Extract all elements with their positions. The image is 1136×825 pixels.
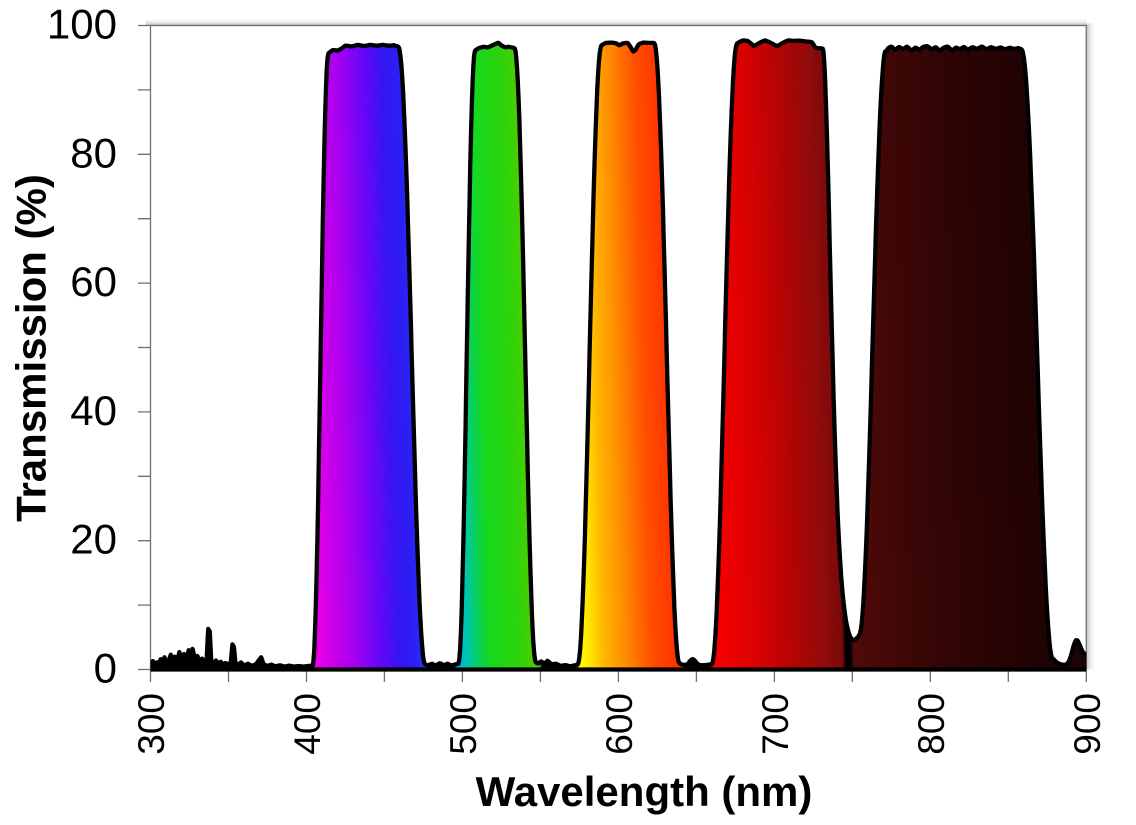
svg-text:40: 40: [70, 387, 117, 434]
svg-text:Wavelength (nm): Wavelength (nm): [476, 768, 813, 815]
svg-text:20: 20: [70, 516, 117, 563]
svg-text:80: 80: [70, 129, 117, 176]
svg-text:700: 700: [755, 693, 796, 755]
svg-text:60: 60: [70, 258, 117, 305]
svg-text:900: 900: [1067, 693, 1108, 755]
svg-text:400: 400: [287, 693, 328, 755]
svg-text:Transmission (%): Transmission (%): [8, 174, 55, 522]
svg-text:500: 500: [443, 693, 484, 755]
svg-text:100: 100: [47, 1, 117, 48]
svg-text:600: 600: [599, 693, 640, 755]
svg-text:800: 800: [911, 693, 952, 755]
svg-text:0: 0: [94, 645, 117, 692]
svg-text:300: 300: [131, 693, 172, 755]
